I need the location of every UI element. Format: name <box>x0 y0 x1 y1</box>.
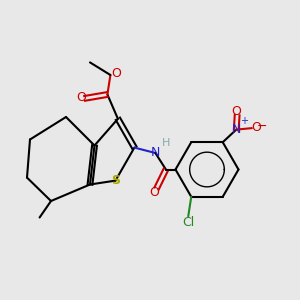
Text: O: O <box>232 104 242 118</box>
Text: O: O <box>77 91 86 104</box>
Text: Cl: Cl <box>182 216 194 230</box>
Text: N: N <box>151 146 160 160</box>
Text: O: O <box>112 67 121 80</box>
Text: N: N <box>232 123 241 136</box>
Text: S: S <box>111 174 120 187</box>
Text: −: − <box>256 120 267 134</box>
Text: +: + <box>240 116 248 126</box>
Text: O: O <box>149 185 159 199</box>
Text: O: O <box>251 121 261 134</box>
Text: H: H <box>162 138 170 148</box>
